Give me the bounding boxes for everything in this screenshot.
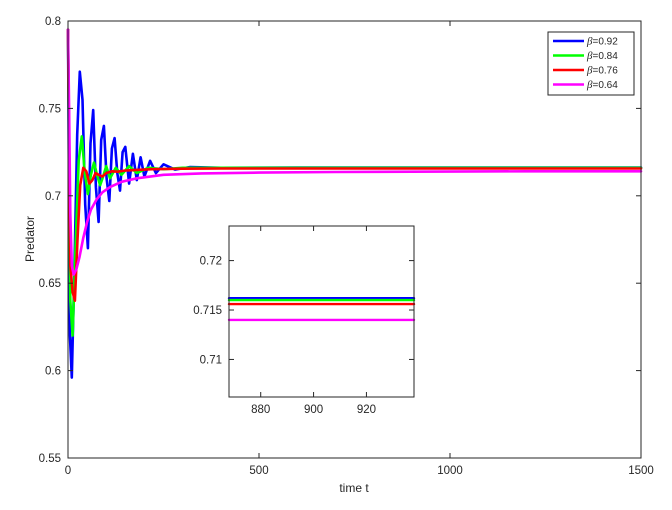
- legend-value: =0.84: [592, 51, 618, 62]
- legend-label-4: β=0.64: [586, 79, 618, 91]
- main-y-tick-label: 0.55: [39, 453, 61, 465]
- inset-y-tick-label: 0.715: [193, 305, 222, 317]
- legend-value: =0.64: [592, 80, 618, 91]
- inset-ticks-group: 880 900 920 0.71 0.715 0.72: [193, 226, 414, 416]
- main-x-tick-label: 1000: [437, 465, 463, 477]
- legend-beta-symbol: β: [586, 79, 593, 91]
- legend-beta-symbol: β: [586, 50, 593, 62]
- main-y-tick-label: 0.75: [39, 103, 61, 115]
- inset-y-tick-label: 0.72: [200, 256, 222, 268]
- inset-x-tick-label: 920: [357, 404, 376, 416]
- main-series-line-3: [66, 28, 643, 302]
- main-x-tick-label: 0: [65, 465, 71, 477]
- main-y-tick-label: 0.65: [39, 278, 61, 290]
- main-y-tick-label: 0.7: [45, 191, 61, 203]
- legend-label-3: β=0.76: [586, 65, 618, 77]
- main-ticks-group: 0 500 1000 1500 0.55 0.6 0.65 0.7 0.75 0.8: [39, 16, 654, 477]
- main-y-tick-label: 0.8: [45, 16, 61, 28]
- inset-x-tick-label: 880: [251, 404, 270, 416]
- inset-series-group: [227, 297, 416, 322]
- legend-label-1: β=0.92: [586, 36, 618, 48]
- inset-plot-area: [229, 226, 414, 397]
- legend: β=0.92β=0.84β=0.76β=0.64: [547, 31, 635, 96]
- legend-label-2: β=0.84: [586, 50, 618, 62]
- main-axes-frame: [67, 20, 642, 459]
- inset-y-tick-label: 0.71: [200, 354, 222, 366]
- legend-beta-symbol: β: [586, 36, 593, 48]
- inset-x-tick-label: 900: [304, 404, 323, 416]
- main-series-group: [66, 28, 643, 379]
- legend-beta-symbol: β: [586, 65, 593, 77]
- x-axis-label: time t: [339, 481, 369, 495]
- y-axis-label: Predator: [23, 216, 37, 262]
- main-y-tick-label: 0.6: [45, 366, 61, 378]
- main-series-line-4: [66, 28, 643, 276]
- main-x-tick-label: 1500: [628, 465, 654, 477]
- legend-value: =0.76: [592, 66, 618, 77]
- inset-axes-frame: [228, 225, 415, 398]
- main-x-tick-label: 500: [249, 465, 268, 477]
- legend-value: =0.92: [592, 37, 618, 48]
